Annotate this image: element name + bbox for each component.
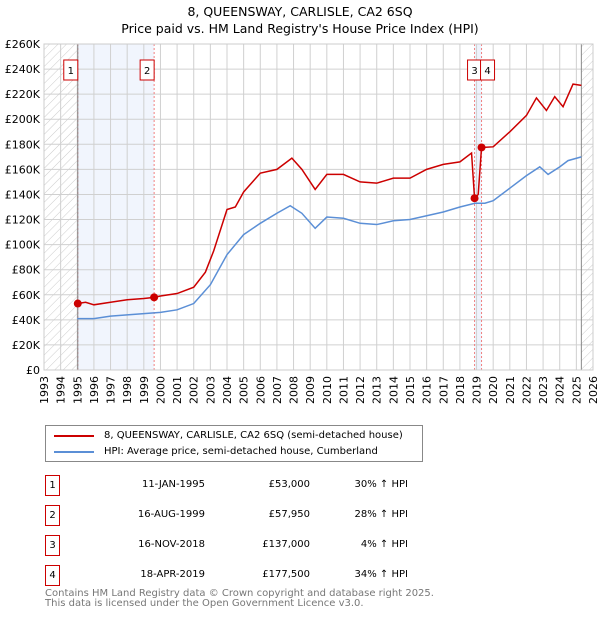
x-tick-label: 1998 <box>121 376 134 404</box>
x-tick-label: 2012 <box>354 376 367 404</box>
y-tick-label: £80K <box>12 264 41 277</box>
y-tick-label: £40K <box>12 314 41 327</box>
chart-title: 8, QUEENSWAY, CARLISLE, CA2 6SQ <box>187 4 413 19</box>
sale-row: 4 18-APR-2019 £177,500 34% ↑ HPI <box>45 565 408 586</box>
x-tick-label: 2017 <box>437 376 450 404</box>
price-chart: 1993 1994 1995 1996 1997 1998 1999 2000 2001 2002… <box>5 38 600 404</box>
sale-price: £137,000 <box>262 539 310 550</box>
sale-row: 2 16-AUG-1999 £57,950 28% ↑ HPI <box>45 505 408 526</box>
sale-date: 18-APR-2019 <box>140 569 205 580</box>
sale-hpi-diff: 28% ↑ HPI <box>354 509 408 520</box>
legend-line-red <box>54 434 94 437</box>
sale-hpi-diff: 34% ↑ HPI <box>354 569 408 580</box>
x-tick-label: 2019 <box>471 376 484 404</box>
sale-hpi-diff: 4% ↑ HPI <box>360 539 408 550</box>
sale-marker-label: 4 <box>484 66 490 77</box>
x-tick-label: 2005 <box>238 376 251 404</box>
x-tick-label: 2007 <box>271 376 284 404</box>
footer: Contains HM Land Registry data © Crown c… <box>45 589 434 609</box>
sale-point <box>470 194 479 203</box>
x-tick-label: 2003 <box>204 376 217 404</box>
y-tick-label: £220K <box>5 88 41 101</box>
x-tick-label: 1999 <box>138 376 151 404</box>
sale-row: 3 16-NOV-2018 £137,000 4% ↑ HPI <box>45 535 408 556</box>
hpi-line <box>77 156 582 320</box>
x-tick-label: 2001 <box>171 376 184 404</box>
x-tick-label: 2002 <box>188 376 201 404</box>
x-tick-label: 2016 <box>421 376 434 404</box>
sale-hpi-diff: 30% ↑ HPI <box>354 479 408 490</box>
sale-date: 16-NOV-2018 <box>138 539 205 550</box>
chart-subtitle: Price paid vs. HM Land Registry's House … <box>121 21 479 36</box>
y-tick-label: £120K <box>5 214 41 227</box>
y-tick-label: £260K <box>5 38 41 51</box>
shade-period-1-2 <box>77 44 155 370</box>
sale-price: £53,000 <box>268 479 310 490</box>
sale-point <box>477 143 486 152</box>
x-tick-label: 2015 <box>404 376 417 404</box>
x-tick-label: 2024 <box>554 376 567 404</box>
x-tick-label: 2006 <box>254 376 267 404</box>
y-tick-label: £0 <box>26 364 40 377</box>
sale-number: 3 <box>45 535 60 556</box>
hatch-post-data <box>581 44 593 370</box>
sale-marker-label: 3 <box>471 66 477 77</box>
x-tick-label: 2023 <box>537 376 550 404</box>
x-tick-label: 2004 <box>221 376 234 404</box>
y-tick-label: £160K <box>5 163 41 176</box>
sale-marker-label: 2 <box>144 66 150 77</box>
sale-number: 1 <box>45 475 60 496</box>
sale-date: 16-AUG-1999 <box>137 509 205 520</box>
x-tick-label: 2025 <box>570 376 583 404</box>
y-tick-label: £100K <box>5 239 41 252</box>
x-tick-label: 2022 <box>520 376 533 404</box>
y-tick-label: £180K <box>5 138 41 151</box>
x-tick-label: 2013 <box>371 376 384 404</box>
x-tick-label: 2010 <box>321 376 334 404</box>
y-tick-label: £20K <box>12 339 41 352</box>
x-tick-label: 1994 <box>55 376 68 404</box>
footer-line-1: Contains HM Land Registry data © Crown c… <box>45 588 434 599</box>
x-tick-label: 2008 <box>288 376 301 404</box>
shade-period-3-4 <box>474 44 482 370</box>
sale-point <box>150 293 159 302</box>
legend: 8, QUEENSWAY, CARLISLE, CA2 6SQ (semi-de… <box>45 425 423 462</box>
y-tick-label: £200K <box>5 113 41 126</box>
sale-price: £177,500 <box>262 569 310 580</box>
x-tick-label: 2011 <box>337 376 350 404</box>
sale-price: £57,950 <box>268 509 310 520</box>
x-tick-label: 2018 <box>454 376 467 404</box>
sale-marker-box <box>480 59 496 81</box>
sale-number: 4 <box>45 565 60 586</box>
x-tick-label: 1993 <box>38 376 51 404</box>
sale-number: 2 <box>45 505 60 526</box>
sale-row: 1 11-JAN-1995 £53,000 30% ↑ HPI <box>45 475 408 496</box>
x-tick-label: 2026 <box>587 376 600 404</box>
x-tick-label: 2021 <box>504 376 517 404</box>
legend-label-hpi: HPI: Average price, semi-detached house,… <box>104 446 378 457</box>
x-tick-label: 1997 <box>105 376 118 404</box>
sale-date: 11-JAN-1995 <box>141 479 205 490</box>
legend-label-property: 8, QUEENSWAY, CARLISLE, CA2 6SQ (semi-de… <box>104 430 403 441</box>
footer-line-2: This data is licensed under the Open Gov… <box>45 598 364 609</box>
x-tick-label: 2014 <box>387 376 400 404</box>
x-tick-label: 1995 <box>71 376 84 404</box>
y-tick-label: £140K <box>5 188 41 201</box>
sale-marker-box <box>139 59 155 81</box>
x-tick-label: 1996 <box>88 376 101 404</box>
legend-line-blue <box>54 450 94 453</box>
sale-marker-box <box>63 59 79 81</box>
sale-point <box>73 299 82 308</box>
y-tick-label: £60K <box>12 289 41 302</box>
x-tick-label: 2009 <box>304 376 317 404</box>
x-tick-label: 2020 <box>487 376 500 404</box>
y-tick-label: £240K <box>5 63 41 76</box>
plot-frame <box>43 43 594 371</box>
x-tick-label: 2000 <box>154 376 167 404</box>
property-price-line <box>77 83 582 306</box>
sale-marker-label: 1 <box>68 66 74 77</box>
